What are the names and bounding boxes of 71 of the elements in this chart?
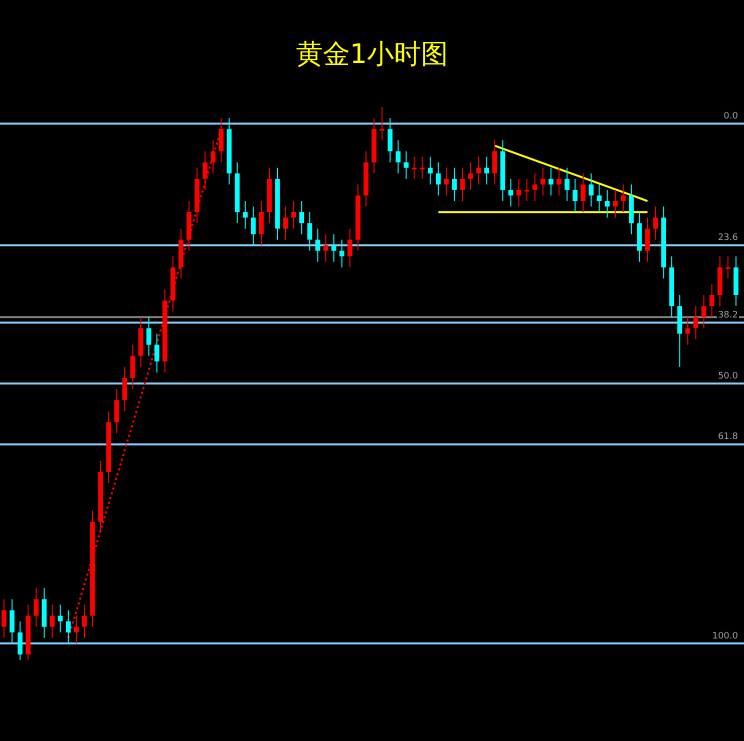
candlestick <box>114 388 120 434</box>
candlestick <box>548 167 554 196</box>
candlestick <box>146 316 152 356</box>
candlestick <box>428 156 433 185</box>
candlestick <box>58 604 63 633</box>
candlestick <box>347 228 352 268</box>
candlestick <box>709 283 714 318</box>
candlestick <box>516 178 522 208</box>
annotation: 23.6 <box>718 233 738 244</box>
candlestick <box>532 172 538 202</box>
candlestick <box>339 239 344 268</box>
candlestick <box>412 156 417 180</box>
candlestick <box>588 172 594 208</box>
candlestick <box>18 620 23 660</box>
candlestick <box>508 178 514 208</box>
candlestick <box>612 189 618 218</box>
candlestick <box>396 140 401 174</box>
candlestick <box>250 206 256 246</box>
candlestick <box>2 598 6 638</box>
candlestick <box>388 118 393 163</box>
chart-title: 黄金1小时图 <box>294 38 450 72</box>
candlestick <box>685 316 690 346</box>
candlestick <box>556 167 562 196</box>
candlestick <box>420 156 425 180</box>
candlestick <box>444 167 449 196</box>
candlestick <box>468 162 473 190</box>
candlestick <box>34 588 39 628</box>
candlestick <box>315 228 320 262</box>
candlestick <box>580 172 586 213</box>
candlestick <box>524 178 530 202</box>
candlestick <box>564 167 570 202</box>
candlestick <box>460 167 465 202</box>
candlestick <box>572 178 578 213</box>
candlestick <box>283 206 288 240</box>
candlestick <box>154 333 160 373</box>
annotation: 61.8 <box>718 432 738 442</box>
candlestick <box>331 234 336 262</box>
annotation: 100.0 <box>712 631 738 642</box>
candlestick <box>307 212 312 252</box>
annotation: 50.0 <box>718 371 738 382</box>
annotation: 38.2 <box>718 310 738 321</box>
candlestick <box>380 106 384 141</box>
candlestick <box>604 189 610 218</box>
candlestick <box>82 604 87 638</box>
candlestick <box>701 294 706 329</box>
candlestick <box>492 140 498 185</box>
candlestick <box>476 156 481 185</box>
candlestick <box>323 234 328 262</box>
candlestick <box>540 167 546 196</box>
candlestick <box>452 167 457 202</box>
candlestick <box>404 150 409 180</box>
candlestick <box>210 140 216 174</box>
candlestick <box>436 162 441 196</box>
candlestick <box>130 344 136 390</box>
candlestick <box>596 184 602 213</box>
candlestick <box>50 604 55 638</box>
candlestick <box>645 217 650 262</box>
candlestick <box>726 256 730 279</box>
candlestick <box>10 598 14 644</box>
candlestick <box>620 184 626 213</box>
annotation: 0.0 <box>724 111 738 122</box>
candlestick <box>653 206 658 240</box>
candlestick <box>693 306 698 340</box>
candlestick <box>202 150 208 190</box>
candlestick <box>242 200 248 230</box>
candlestick <box>484 156 490 185</box>
candlestick <box>299 200 304 235</box>
candlestick <box>259 200 264 246</box>
candlestick <box>291 200 296 230</box>
candlestick <box>122 366 128 412</box>
candlestick <box>66 610 71 644</box>
